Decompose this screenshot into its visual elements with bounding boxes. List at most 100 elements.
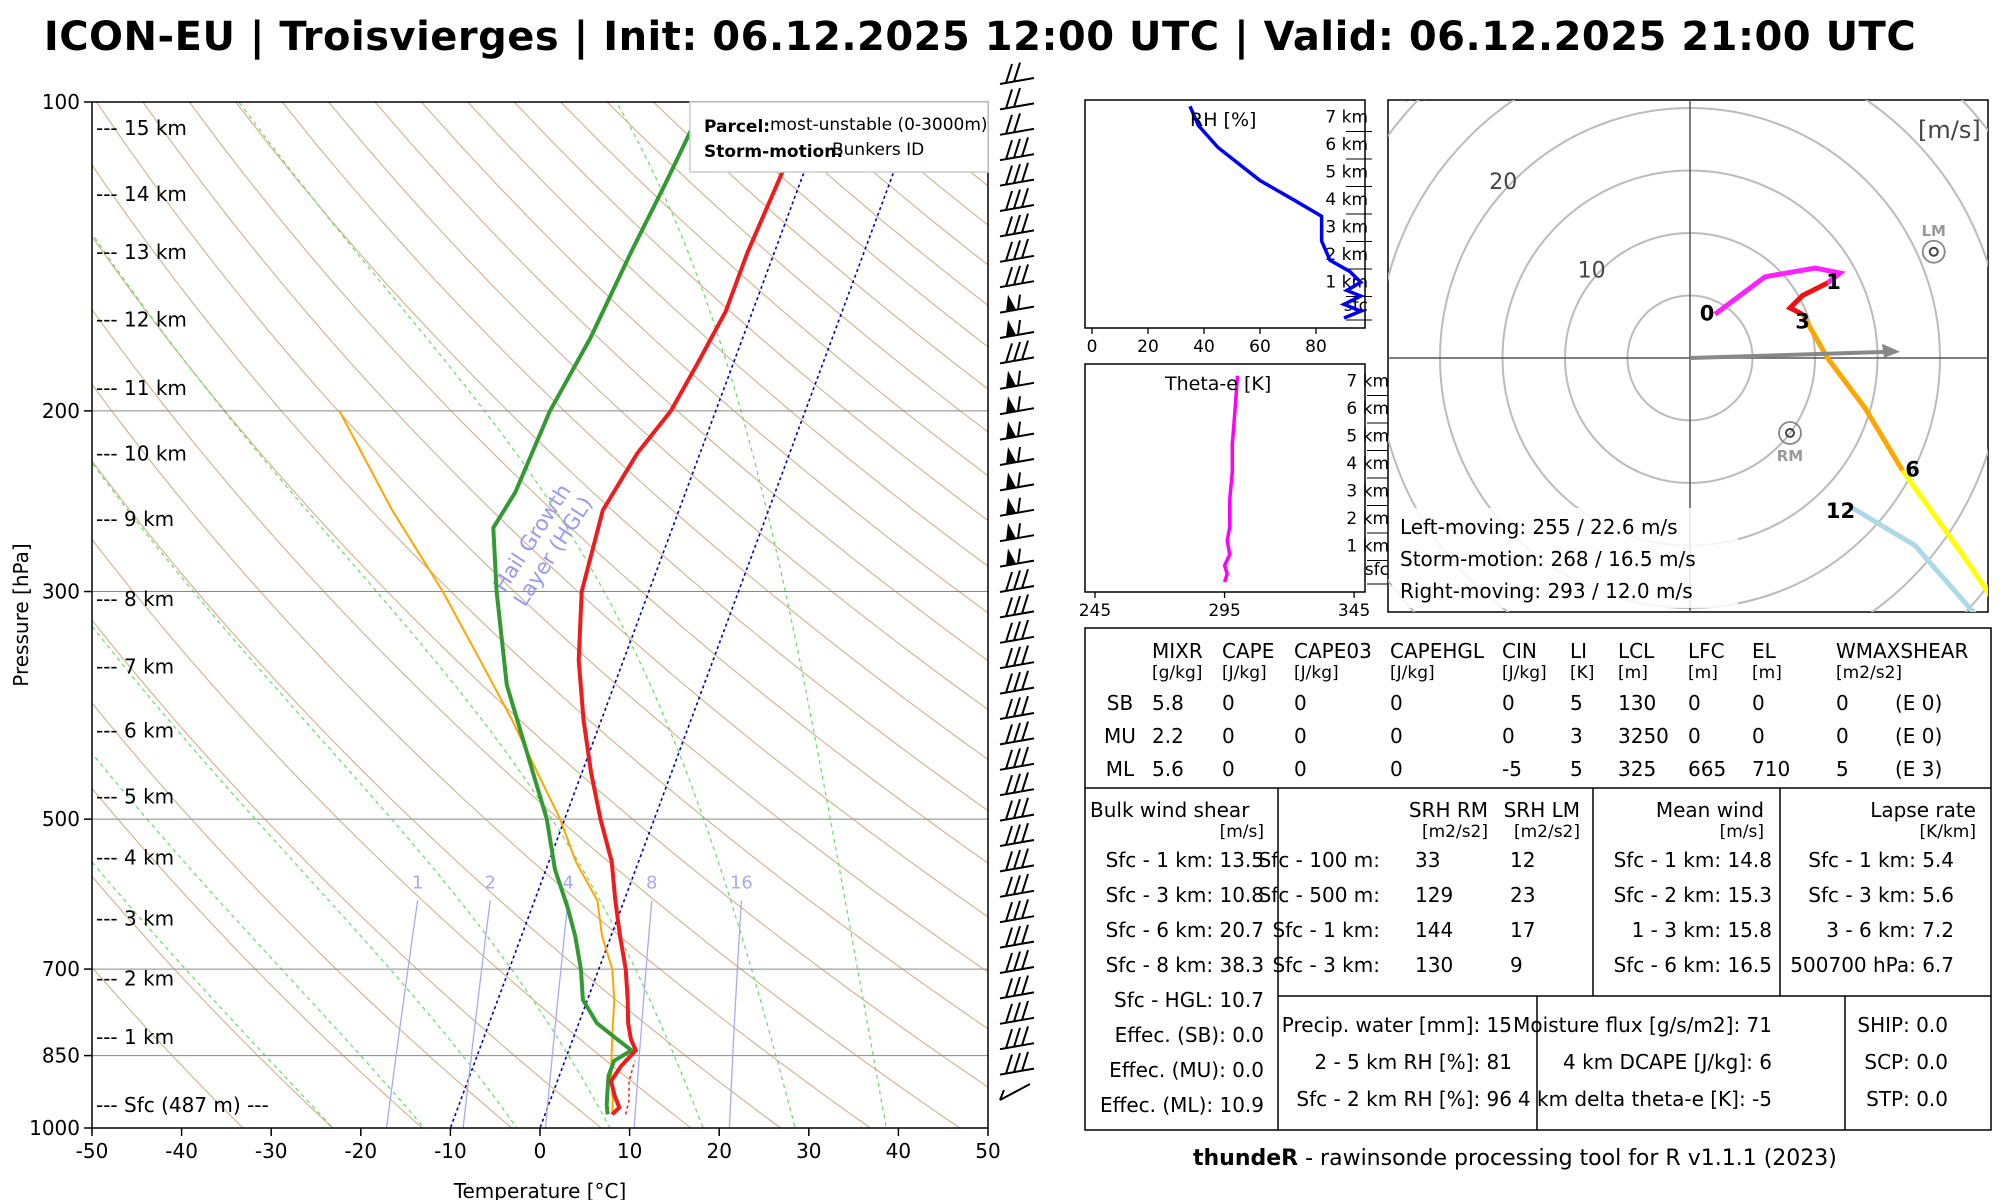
- x-tick-label: 0: [534, 1139, 547, 1163]
- barb-shaft: [999, 762, 1035, 771]
- wind-barb: [999, 797, 1035, 822]
- mixing-ratio-label: 1: [412, 872, 423, 893]
- srh-rm-value: 129: [1415, 883, 1453, 907]
- barb-flag: [1005, 63, 1013, 84]
- wind-barb: [999, 472, 1035, 492]
- mixing-ratio-label: 8: [646, 872, 657, 893]
- barb-flag: [1021, 746, 1029, 767]
- param-value: 710: [1752, 757, 1790, 781]
- param-value: 0: [1294, 757, 1307, 781]
- bottom-rows: Precip. water [mm]: 15 2 - 5 km RH [%]: 8…: [1282, 1013, 1948, 1111]
- ring-label: 30: [1401, 82, 1429, 107]
- x-tick-label: 40: [1193, 337, 1215, 357]
- srh-rm-value: 130: [1415, 953, 1453, 977]
- x-tick-label: -40: [165, 1139, 198, 1163]
- legend-storm-value: Bunkers ID: [832, 140, 924, 160]
- te-content-line: [1222, 375, 1240, 583]
- barb-flag: [1005, 139, 1013, 160]
- barb-flag: [1005, 927, 1013, 947]
- legend-parcel-label: Parcel:: [704, 117, 770, 137]
- bulk-shear-row: Sfc - HGL: 10.7: [1114, 988, 1264, 1012]
- height-label: --- 15 km: [96, 116, 187, 140]
- mixing-ratio-label: 2: [484, 872, 495, 893]
- barb-flag: [1013, 1052, 1021, 1073]
- param-row-name: ML: [1106, 757, 1135, 781]
- barb-pennant: [1006, 396, 1016, 414]
- barb-flag: [1017, 472, 1021, 488]
- barb-flag: [1013, 87, 1021, 108]
- barb-shaft: [999, 102, 1035, 111]
- srh-row-label: Sfc - 3 km:: [1272, 953, 1380, 977]
- storm-marker-ring: [1921, 239, 1946, 264]
- barb-flag: [1017, 370, 1021, 386]
- barb-flag: [1021, 1000, 1029, 1021]
- barb-flag: [1013, 875, 1021, 895]
- barb-shaft: [999, 966, 1035, 974]
- dry-adiabat: [92, 619, 603, 1128]
- barb-flag: [1005, 114, 1013, 135]
- storm-marker-label: LM: [1922, 222, 1947, 240]
- param-header: CAPE03: [1294, 639, 1372, 663]
- param-row-name: SB: [1107, 691, 1133, 715]
- footer-bold: thundeR: [1193, 1146, 1299, 1171]
- barb-flag: [1005, 241, 1013, 262]
- wind-barb: [999, 319, 1035, 339]
- wind-barb: [999, 949, 1035, 974]
- param-unit: [m]: [1688, 663, 1718, 683]
- barb-flag: [1021, 568, 1029, 589]
- param-value: 0: [1390, 724, 1403, 748]
- pressure-axis: 100 200 300 500 700 850 1000: [29, 90, 92, 1140]
- barb-flag: [1005, 698, 1013, 719]
- param-value: (E 0): [1895, 724, 1942, 748]
- hodograph-segment-9-12km: [1851, 505, 1977, 612]
- dry-adiabat: [96, 102, 988, 973]
- height-label: --- 2 km: [96, 967, 174, 991]
- wind-barb: [999, 137, 1035, 162]
- y-tick-label: 700: [42, 957, 80, 981]
- wind-barb: [999, 619, 1035, 644]
- y-tick-label: 300: [42, 580, 80, 604]
- param-value: 0: [1222, 757, 1235, 781]
- lapse-rate-rows: Sfc - 1 km: 5.4 Sfc - 3 km: 5.6 3 - 6 km: …: [1790, 848, 1954, 977]
- barb-shaft: [999, 280, 1035, 289]
- param-unit: [J/kg]: [1222, 663, 1267, 683]
- param-value: 0: [1836, 691, 1849, 715]
- barb-shaft: [999, 788, 1035, 797]
- flux-row: 4 km delta theta-e [K]: -5: [1518, 1087, 1772, 1111]
- barb-shaft: [999, 737, 1035, 746]
- legend-parcel-value: most-unstable (0-3000m): [770, 115, 988, 135]
- param-unit: [m2/s2]: [1836, 663, 1902, 683]
- wind-barb: [999, 1000, 1035, 1025]
- wind-barb: [999, 848, 1035, 873]
- dry-adiabat: [374, 102, 988, 662]
- wind-barb: [999, 975, 1035, 1000]
- param-unit: [J/kg]: [1502, 663, 1547, 683]
- thermo-params: MIXR[g/kg]CAPE[J/kg]CAPE03[J/kg]CAPEHGL[…: [1104, 639, 1968, 781]
- barb-flag: [1005, 876, 1013, 897]
- mixing-ratio-line: [728, 900, 743, 1128]
- barb-shaft: [999, 534, 1035, 543]
- barb-flag: [1013, 671, 1021, 692]
- param-header: MIXR: [1152, 639, 1203, 663]
- km-label: 2 km: [1325, 245, 1368, 265]
- dry-adiabat: [420, 102, 988, 614]
- bulk-shear-row: Sfc - 8 km: 38.3: [1106, 953, 1264, 977]
- bulk-shear-title: Bulk wind shear: [1090, 798, 1250, 822]
- hodograph-info-left: Left-moving: 255 / 22.6 m/s: [1400, 515, 1678, 539]
- rh-content-line: [1188, 105, 1366, 320]
- barb-flag: [1005, 800, 1013, 820]
- srh-lm-value: 9: [1510, 953, 1523, 977]
- parcel-legend-box: [689, 101, 989, 173]
- srh-rm-unit: [m2/s2]: [1422, 822, 1488, 842]
- wind-barb: [999, 873, 1035, 898]
- barb-flag: [1013, 341, 1021, 362]
- barb-flag: [1021, 619, 1029, 640]
- footer-rest: - rawinsonde processing tool for R v1.1.…: [1298, 1146, 1837, 1171]
- srh-rm-header: SRH RM: [1409, 798, 1488, 822]
- param-value: 0: [1222, 724, 1235, 748]
- dewpoint-line: [491, 102, 707, 1115]
- barb-flag: [1013, 976, 1021, 997]
- height-label: --- 12 km: [96, 308, 187, 332]
- moist-adiabat: [615, 102, 888, 1128]
- barb-flag: [1005, 851, 1013, 871]
